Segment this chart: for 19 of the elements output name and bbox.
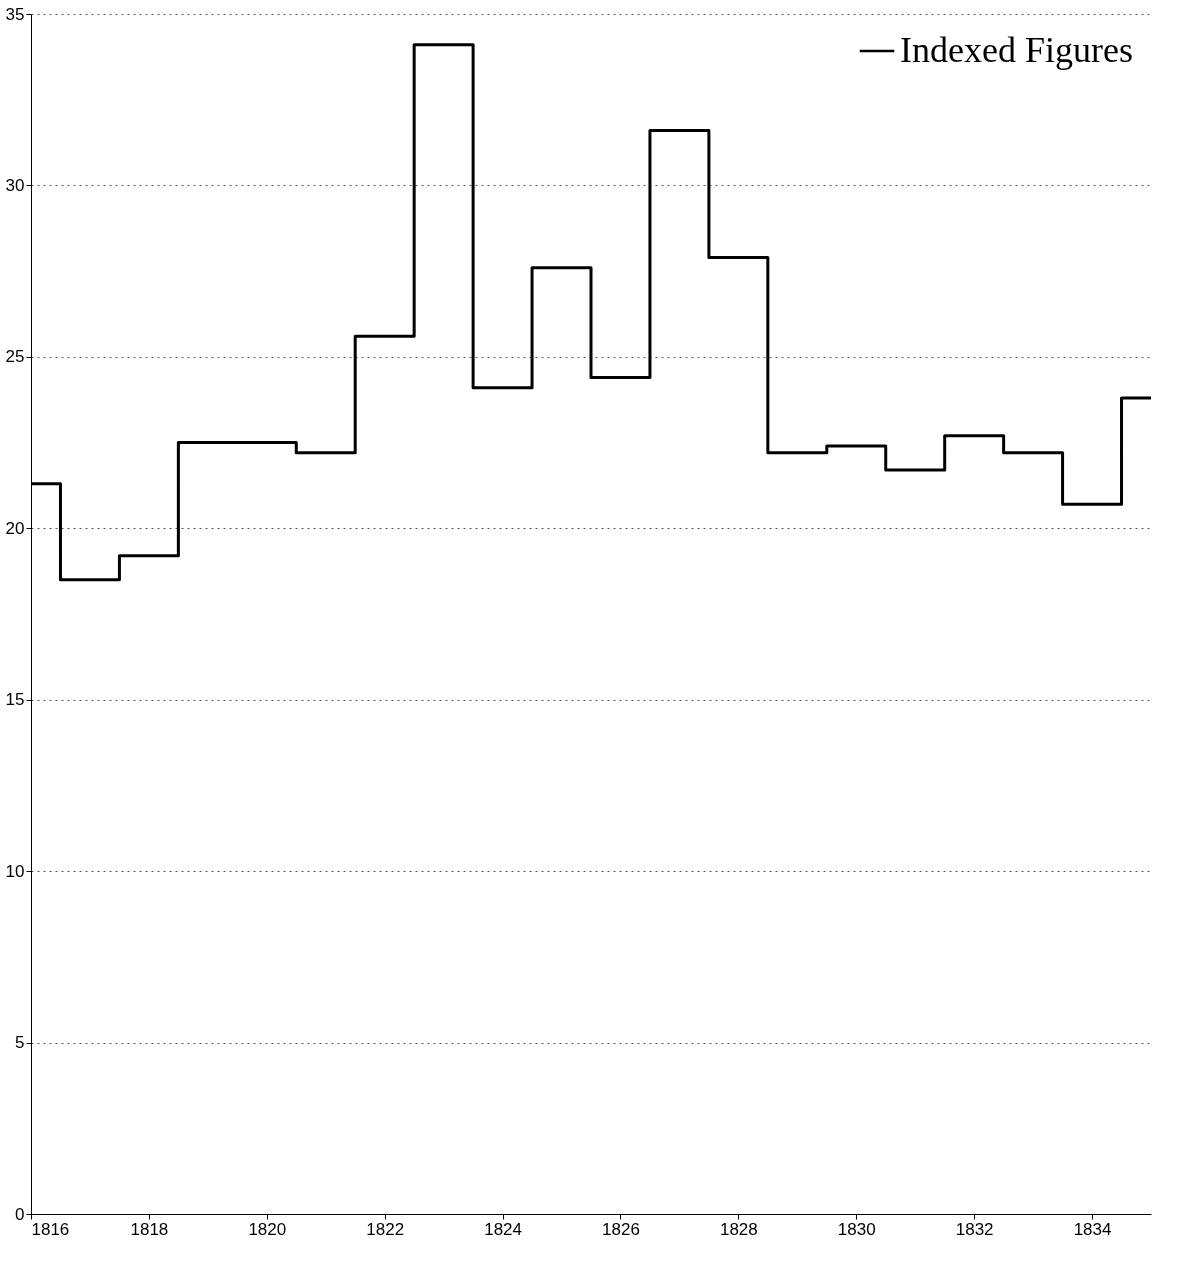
x-tick-label: 1832 — [955, 1219, 994, 1239]
y-tick-label: 30 — [5, 175, 25, 195]
y-tick-label: 5 — [15, 1033, 25, 1053]
x-tick-label: 1818 — [130, 1219, 169, 1239]
y-tick-label: 15 — [5, 690, 25, 710]
x-tick-label: 1830 — [837, 1219, 876, 1239]
y-tick-label: 25 — [5, 347, 25, 367]
x-tick-label: 1826 — [602, 1219, 640, 1239]
x-tick-label: 1828 — [719, 1219, 758, 1239]
x-tick-label: 1824 — [484, 1219, 522, 1239]
y-tick-label: 35 — [5, 4, 25, 24]
y-tick-label: 20 — [5, 518, 25, 538]
x-tick-label: 1816 — [31, 1219, 70, 1239]
legend-label: Indexed Figures — [900, 30, 1133, 70]
x-tick-label: 1834 — [1073, 1219, 1112, 1239]
x-tick-label: 1822 — [366, 1219, 405, 1239]
y-tick-label: 0 — [15, 1204, 25, 1224]
y-tick-label: 10 — [5, 861, 25, 881]
x-tick-label: 1820 — [248, 1219, 287, 1239]
